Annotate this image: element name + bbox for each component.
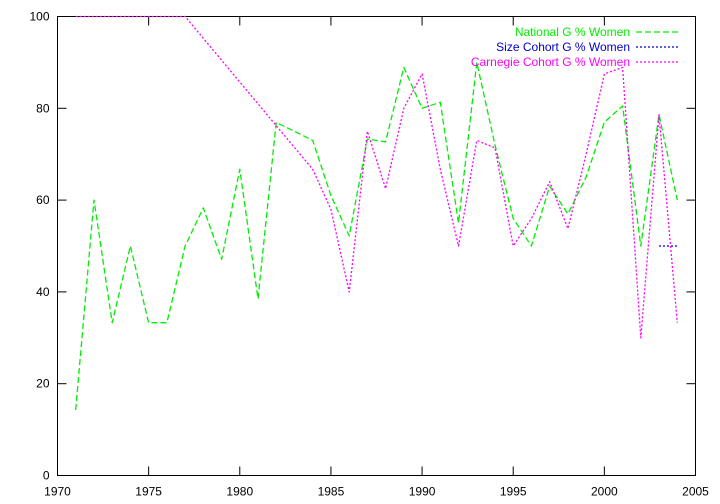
x-tick-label: 2005: [682, 485, 709, 499]
legend-label-1: National G % Women: [515, 25, 630, 39]
y-tick-label: 20: [36, 377, 50, 391]
y-tick-label: 0: [43, 469, 50, 483]
y-tick-label: 40: [36, 285, 50, 299]
x-tick-label: 1995: [500, 485, 527, 499]
x-tick-label: 1975: [135, 485, 162, 499]
x-tick-label: 1970: [44, 485, 71, 499]
legend-label-3: Carnegie Cohort G % Women: [471, 55, 630, 69]
axes: 1970 1975 1980 1985 1990 1995 2000 2005 0 20 40 60 8…: [29, 10, 709, 499]
x-tick-label: 1990: [409, 485, 436, 499]
series-line-1: [75, 61, 678, 410]
y-tick-label: 60: [36, 193, 50, 207]
series-layer: [75, 15, 678, 410]
x-tick-label: 2000: [591, 485, 618, 499]
plot-frame: [57, 16, 696, 476]
x-tick-label: 1985: [318, 485, 345, 499]
x-tick-label: 1980: [226, 485, 253, 499]
y-tick-label: 100: [29, 10, 49, 24]
series-line-3: [75, 15, 678, 339]
y-tick-label: 80: [36, 101, 50, 115]
legend-label-2: Size Cohort G % Women: [496, 40, 630, 54]
